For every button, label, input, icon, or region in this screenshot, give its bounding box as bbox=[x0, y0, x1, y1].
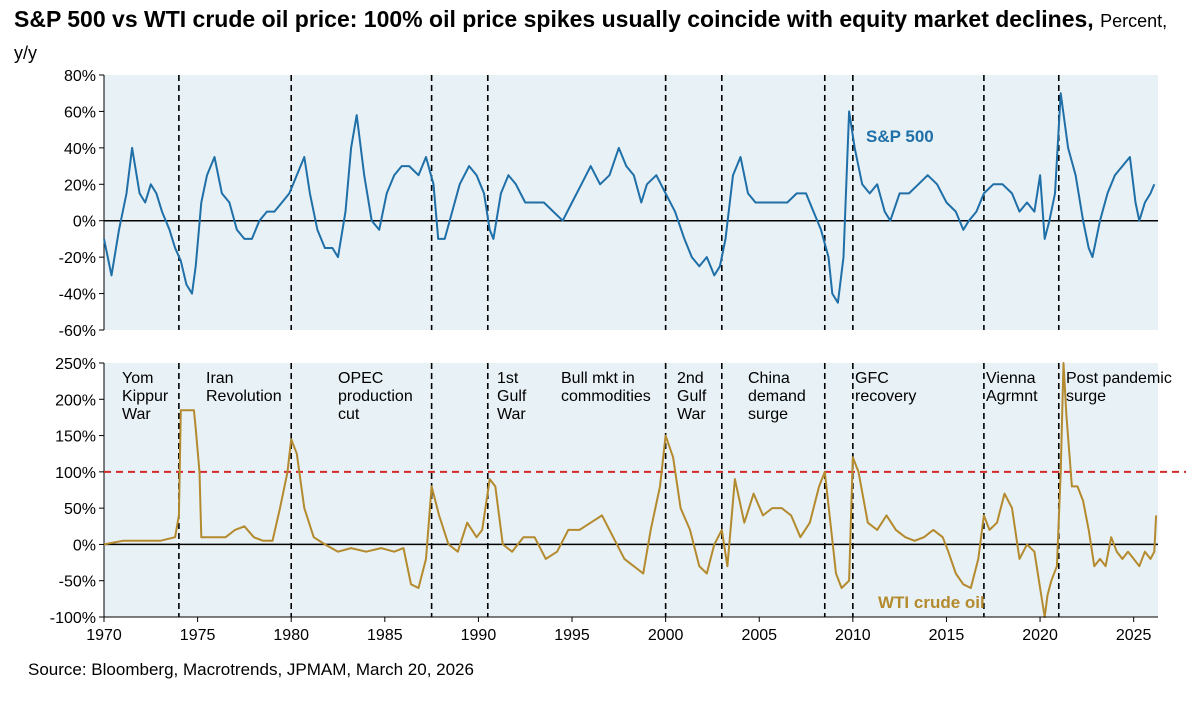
event-label: 2nd bbox=[677, 370, 704, 387]
source-note: Source: Bloomberg, Macrotrends, JPMAM, M… bbox=[28, 660, 474, 679]
event-label: Iran bbox=[206, 370, 234, 387]
event-label: surge bbox=[1066, 388, 1106, 405]
y-tick-label: -60% bbox=[59, 323, 96, 340]
y-tick-label: 80% bbox=[64, 68, 96, 85]
event-label: War bbox=[677, 406, 706, 423]
event-label: cut bbox=[338, 406, 360, 423]
chart-title-main: S&P 500 vs WTI crude oil price: 100% oil… bbox=[14, 6, 1094, 32]
y-tick-label: 0% bbox=[73, 537, 96, 554]
x-tick-label: 2000 bbox=[648, 627, 684, 644]
event-label: surge bbox=[748, 406, 788, 423]
x-tick-label: 1990 bbox=[461, 627, 497, 644]
event-label: recovery bbox=[855, 388, 916, 405]
y-tick-label: -50% bbox=[59, 574, 96, 591]
event-label: GFC bbox=[855, 370, 889, 387]
y-tick-label: 40% bbox=[64, 141, 96, 158]
y-tick-label: 150% bbox=[55, 429, 96, 446]
y-tick-label: 100% bbox=[55, 465, 96, 482]
y-tick-label: 0% bbox=[73, 214, 96, 231]
event-label: demand bbox=[748, 388, 806, 405]
y-tick-label: -100% bbox=[50, 610, 96, 627]
y-tick-label: 50% bbox=[64, 501, 96, 518]
chart-svg: -60% -40% -20% 0% 20% 40% 60% 80% -100% -50% 0% 50%… bbox=[50, 68, 1186, 644]
chart-title: S&P 500 vs WTI crude oil price: 100% oil… bbox=[14, 4, 1184, 68]
wti-line bbox=[103, 362, 1158, 618]
event-label: War bbox=[497, 406, 526, 423]
chart-subtitle: Percent, y/y bbox=[14, 11, 1168, 63]
sp500-panel: -60% -40% -20% 0% 20% 40% 60% 80% bbox=[59, 68, 1158, 340]
x-tick-label: 1970 bbox=[86, 627, 122, 644]
event-label: Agrmnt bbox=[986, 388, 1038, 405]
x-tick-label: 2025 bbox=[1116, 627, 1152, 644]
x-tick-label: 1985 bbox=[367, 627, 403, 644]
plot-area-background bbox=[104, 75, 1158, 330]
event-label: Gulf bbox=[497, 388, 527, 405]
x-tick-label: 1995 bbox=[554, 627, 590, 644]
event-label: Gulf bbox=[677, 388, 707, 405]
event-label: Revolution bbox=[206, 388, 282, 405]
y-tick-label: 250% bbox=[55, 356, 96, 373]
x-tick-label: 2020 bbox=[1022, 627, 1058, 644]
y-tick-label: 60% bbox=[64, 104, 96, 121]
event-label: Post pandemic bbox=[1066, 370, 1172, 387]
y-tick-label: 200% bbox=[55, 392, 96, 409]
event-label: OPEC bbox=[338, 370, 383, 387]
event-label: Vienna bbox=[986, 370, 1036, 387]
x-tick-label: 2005 bbox=[741, 627, 777, 644]
event-label: China bbox=[748, 370, 790, 387]
y-tick-label: -20% bbox=[59, 250, 96, 267]
x-tick-label: 2015 bbox=[929, 627, 965, 644]
event-label: Bull mkt in bbox=[561, 370, 635, 387]
event-label: Yom bbox=[122, 370, 153, 387]
y-tick-label: 20% bbox=[64, 177, 96, 194]
wti-series-label: WTI crude oil bbox=[878, 593, 985, 612]
event-label: commodities bbox=[561, 388, 651, 405]
plot-area-background bbox=[104, 363, 1158, 617]
wti-panel: -100% -50% 0% 50% 100% 150% 200% 250% 1970 1975 19… bbox=[50, 356, 1186, 644]
event-label: production bbox=[338, 388, 413, 405]
x-tick-label: 1980 bbox=[273, 627, 309, 644]
y-tick-label: -40% bbox=[59, 287, 96, 304]
event-label: War bbox=[122, 406, 151, 423]
sp500-line bbox=[103, 92, 1156, 304]
x-tick-label: 1975 bbox=[180, 627, 216, 644]
sp500-series-label: S&P 500 bbox=[866, 127, 934, 146]
x-tick-label: 2010 bbox=[835, 627, 871, 644]
event-label: 1st bbox=[497, 370, 519, 387]
event-label: Kippur bbox=[122, 388, 169, 405]
